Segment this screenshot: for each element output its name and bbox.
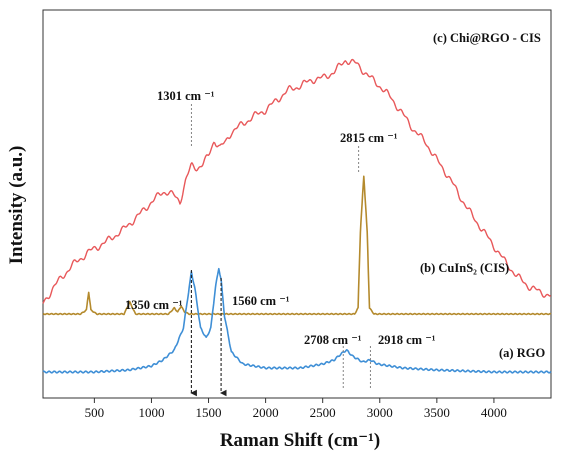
y-axis-title: Intensity (a.u.)	[6, 146, 27, 265]
x-tick-label: 2500	[310, 405, 336, 420]
series-line-b	[42, 175, 552, 316]
series-layer	[42, 58, 552, 374]
annotation-layer	[190, 104, 371, 397]
x-tick-label: 1500	[196, 405, 222, 420]
x-axis-title: Raman Shift (cm⁻¹)	[220, 430, 380, 451]
annotation-2815: 2815 cm ⁻¹	[340, 131, 398, 145]
annotation-1560: 1560 cm ⁻¹	[232, 294, 290, 308]
annotation-1301: 1301 cm ⁻¹	[157, 89, 215, 103]
annotation-2708: 2708 cm ⁻¹	[304, 333, 362, 347]
x-tick-label: 4000	[481, 405, 507, 420]
x-axis-ticks: 500 1000 1500 2000 2500 3000 3500 4000	[85, 398, 507, 420]
series-line-c	[42, 58, 552, 304]
x-tick-label: 3000	[367, 405, 393, 420]
series-label-b: (b) CuInS₂ (CIS)	[420, 261, 509, 275]
x-tick-label: 1000	[138, 405, 164, 420]
x-tick-label: 500	[85, 405, 105, 420]
plot-frame	[42, 9, 552, 399]
annotation-1350: 1350 cm ⁻¹	[125, 298, 183, 312]
x-tick-label: 2000	[253, 405, 279, 420]
series-line-a	[42, 267, 552, 374]
series-label-a: (a) RGO	[499, 346, 545, 360]
x-tick-label: 3500	[424, 405, 450, 420]
series-label-c: (c) Chi@RGO - CIS	[433, 31, 541, 45]
annotation-2918: 2918 cm ⁻¹	[378, 333, 436, 347]
